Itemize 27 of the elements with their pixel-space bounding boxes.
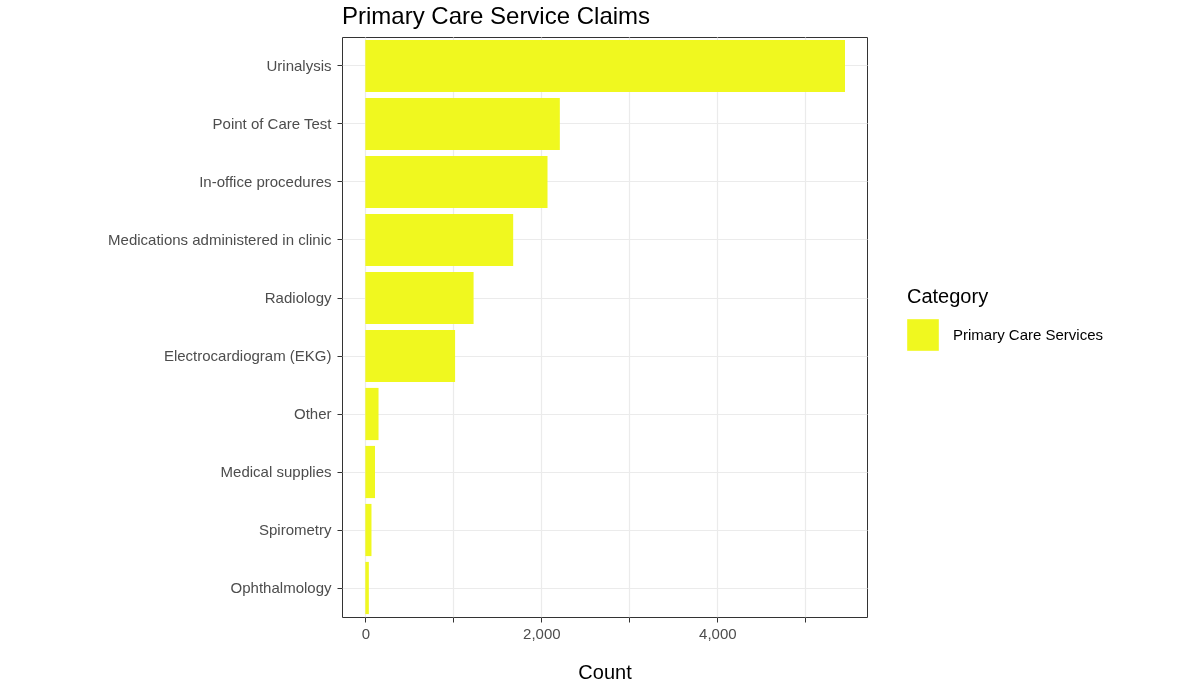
bar <box>365 503 372 557</box>
bar <box>365 329 456 383</box>
bar <box>365 387 379 441</box>
legend-label: Primary Care Services <box>953 326 1104 343</box>
y-tick-label: Other <box>293 405 332 422</box>
bar <box>365 213 514 267</box>
bar <box>365 97 560 151</box>
x-tick-label: 4,000 <box>699 624 737 642</box>
bar <box>365 561 369 615</box>
y-tick-label: Medical supplies <box>220 463 332 480</box>
y-tick-label: Radiology <box>264 289 332 306</box>
y-tick-label: Ophthalmology <box>230 579 332 596</box>
x-tick-label: 2,000 <box>523 624 561 642</box>
y-tick-label: In-office procedures <box>199 173 332 190</box>
y-tick-label: Spirometry <box>258 521 332 538</box>
legend-title: Category <box>907 285 989 307</box>
y-tick-label: Medications administered in clinic <box>108 231 332 248</box>
bar <box>365 39 845 93</box>
x-axis-title: Count <box>578 660 633 683</box>
bar <box>365 155 548 209</box>
y-tick-label: Electrocardiogram (EKG) <box>163 347 332 364</box>
y-tick-label: Point of Care Test <box>212 115 333 132</box>
bar <box>365 445 376 499</box>
y-tick-label: Urinalysis <box>266 57 332 74</box>
x-tick-label: 0 <box>361 624 370 642</box>
bar <box>365 271 474 325</box>
chart-title: Primary Care Service Claims <box>342 2 651 29</box>
